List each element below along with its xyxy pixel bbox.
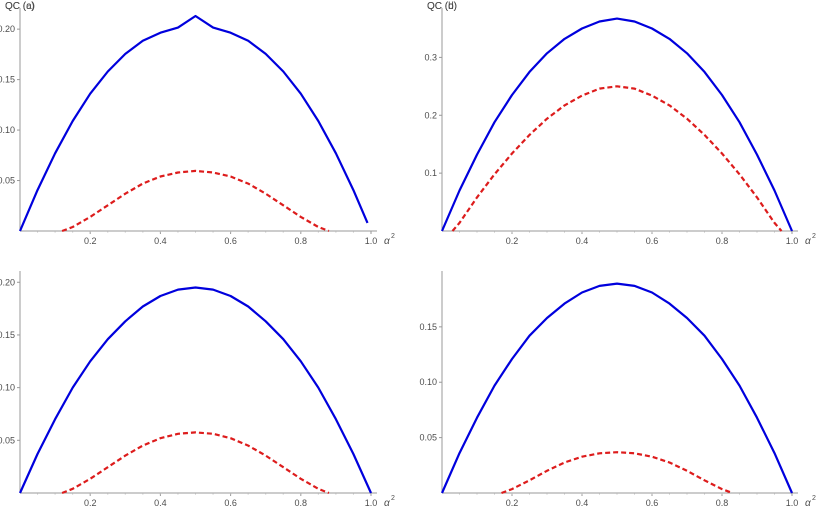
series-line-1 xyxy=(18,14,369,232)
x-tick-label: 0.6 xyxy=(646,236,659,246)
y-tick-label: 0.1 xyxy=(424,168,437,178)
x-axis-label: α xyxy=(384,236,390,247)
x-tick-label: 1.0 xyxy=(365,236,378,246)
y-tick-label: 0.10 xyxy=(419,377,437,387)
y-tick-label: 0.15 xyxy=(0,75,15,85)
y-axis-label: QC (a) xyxy=(5,1,35,12)
chart-panel-1: QC (a) α2 0.2 0.4 0.6 0.8 1.0 0.05 0.10 0.15 0.20 xyxy=(0,1,395,247)
series-line-2 xyxy=(61,169,330,233)
y-tick-label: 0.2 xyxy=(424,110,437,120)
series-line-1 xyxy=(440,282,794,494)
x-tick-label: 0.6 xyxy=(224,236,237,246)
series-line-2 xyxy=(61,431,330,495)
x-tick-label: 0.8 xyxy=(716,236,729,246)
x-axis-label-superscript: 2 xyxy=(812,495,816,502)
x-tick-label: 0.8 xyxy=(716,498,729,506)
x-axis-label-superscript: 2 xyxy=(391,233,395,240)
x-tick-label: 0.4 xyxy=(576,236,589,246)
x-tick-label: 0.6 xyxy=(646,498,659,506)
chart-panel-3: QC (c)α20.20.40.60.81.00.050.100.150.20 xyxy=(0,1,395,506)
y-tick-label: 0.10 xyxy=(0,383,15,393)
x-tick-label: 0.2 xyxy=(84,498,97,506)
x-tick-label: 0.4 xyxy=(576,498,589,506)
chart-panel-2: QC (b) α 2 0.2 0.4 0.6 0.8 1.0 0.1 0.2 0.3 xyxy=(424,1,816,247)
y-tick-label: 0.20 xyxy=(0,24,15,34)
x-axis-label: α xyxy=(384,498,390,506)
y-axis-label: QC (c) xyxy=(5,1,34,12)
x-tick-label: 0.4 xyxy=(154,498,167,506)
x-axis-label-superscript: 2 xyxy=(812,233,816,240)
y-tick-label: 0.15 xyxy=(0,330,15,340)
x-tick-label: 0.2 xyxy=(84,236,97,246)
x-tick-label: 0.2 xyxy=(506,236,519,246)
series-line-2 xyxy=(451,85,783,232)
y-tick-label: 0.3 xyxy=(424,52,437,62)
x-tick-label: 1.0 xyxy=(786,236,799,246)
y-tick-label: 0.05 xyxy=(0,176,15,186)
series-line-1 xyxy=(18,286,373,494)
x-axis-label: α xyxy=(805,236,811,247)
x-tick-label: 0.8 xyxy=(295,498,308,506)
series-line-1 xyxy=(440,17,794,232)
y-tick-label: 0.20 xyxy=(0,277,15,287)
y-axis-label: QC (b) xyxy=(427,1,457,12)
y-tick-label: 0.05 xyxy=(419,433,437,443)
x-axis-label: α xyxy=(805,498,811,506)
y-tick-label: 0.15 xyxy=(419,322,437,332)
x-tick-label: 0.8 xyxy=(295,236,308,246)
x-tick-label: 0.6 xyxy=(224,498,237,506)
y-tick-label: 0.05 xyxy=(0,435,15,445)
series-line-2 xyxy=(501,451,733,495)
y-axis-label: QC (d) xyxy=(427,1,457,12)
y-tick-label: 0.10 xyxy=(0,125,15,135)
x-tick-label: 1.0 xyxy=(786,498,799,506)
chart-panel-4: QC (d)α 20.2 0.4 0.6 0.8 1.00.050.100.15 xyxy=(419,1,816,506)
x-tick-label: 0.4 xyxy=(154,236,167,246)
x-axis-label-superscript: 2 xyxy=(391,495,395,502)
x-tick-label: 0.2 xyxy=(506,498,519,506)
x-tick-label: 1.0 xyxy=(365,498,378,506)
